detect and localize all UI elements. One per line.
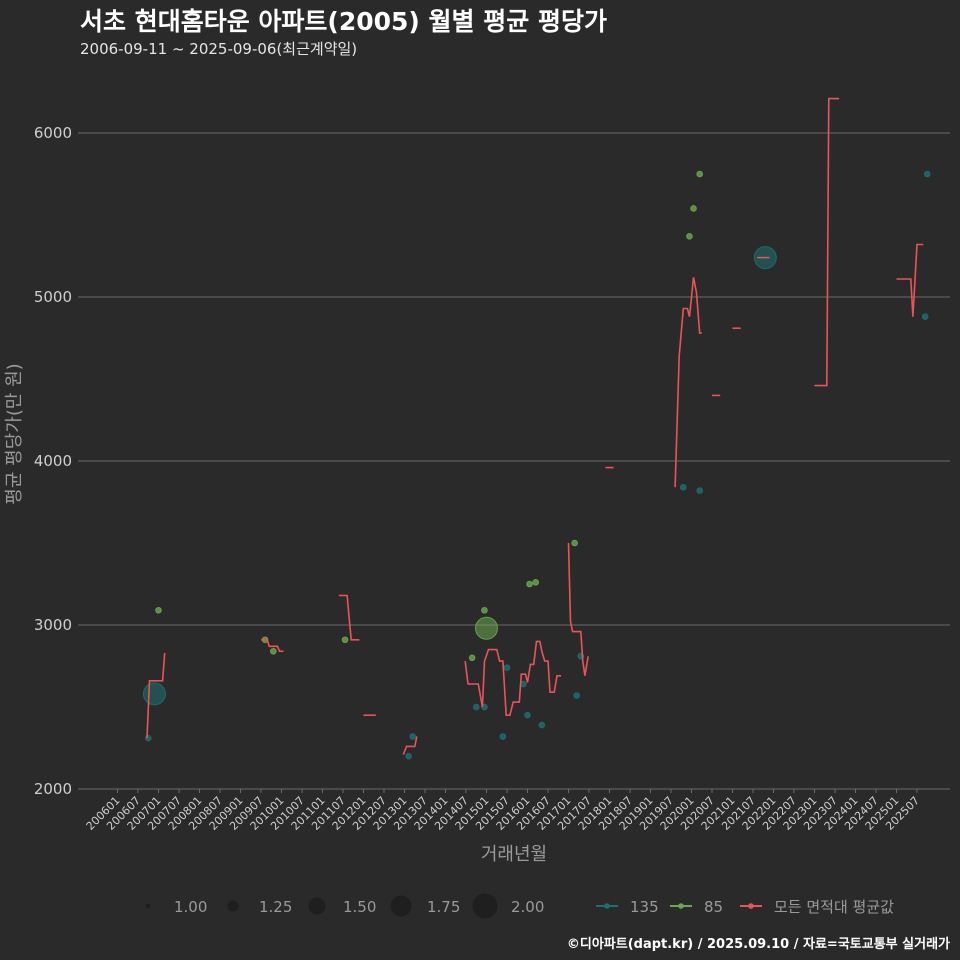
size-legend-label: 1.25 [259,898,292,916]
size-legend-circle [227,900,239,912]
chart-subtitle: 2006-09-11 ~ 2025-09-06(최근계약일) [80,40,358,58]
size-legend-circle [390,895,412,917]
x-axis-title: 거래년월 [481,844,547,865]
color-legend-label: 135 [630,898,659,916]
data-point-85 [481,606,488,614]
color-legend-dot [748,903,754,909]
data-point-135 [503,664,511,671]
data-point-85 [571,539,578,547]
data-point-135 [680,483,687,491]
data-point-135 [921,313,929,320]
data-point-85 [532,579,540,586]
color-legend-label: 모든 면적대 평균값 [774,898,894,916]
data-point-85 [686,233,693,240]
y-tick-label: 5000 [34,288,72,306]
y-tick-label: 4000 [34,452,72,470]
size-legend-label: 1.75 [427,898,460,916]
y-tick-label: 2000 [34,780,72,798]
data-point-135 [524,711,531,719]
size-legend-label: 2.00 [511,898,544,916]
data-point-135 [405,752,412,760]
average-line-segment [146,652,166,739]
data-point-85 [155,606,162,614]
chart-title: 서초 현대홈타운 아파트(2005) 월별 평균 평당가 [80,7,607,36]
size-legend-label: 1.00 [174,898,207,916]
average-line-segment [464,640,562,716]
average-line-segment [338,594,360,641]
plot-panel [78,80,950,789]
data-point-85 [696,170,704,178]
data-point-135 [142,682,166,706]
data-point-135 [696,487,704,494]
data-point-85 [475,616,498,640]
average-line-segment [261,639,284,652]
data-point-135 [499,733,507,740]
data-point-85 [526,580,533,588]
source-caption: ©디아파트(dapt.kr) / 2025.09.10 / 자료=국토교통부 실… [566,937,950,952]
y-axis-title: 평균 평당가(만 원) [4,363,25,504]
y-tick-label: 6000 [34,124,72,142]
color-legend-dot [604,903,610,909]
data-point-85 [270,647,277,655]
average-line-segment [814,97,840,387]
data-point-85 [341,636,349,644]
average-line-segment [896,243,924,317]
data-point-135 [573,692,581,699]
color-legend-label: 85 [704,898,723,916]
average-line-segment [402,736,418,755]
size-legend-circle [145,903,151,909]
y-tick-label: 3000 [34,616,72,634]
data-point-85 [690,205,697,212]
size-legend-circle [308,897,326,915]
size-legend-label: 1.50 [343,898,376,916]
average-line-segment [674,277,702,488]
data-point-135 [923,170,931,178]
data-point-135 [409,733,417,740]
average-line-segment [567,542,589,676]
size-legend-circle [472,893,498,919]
color-legend-dot [678,903,684,909]
data-point-85 [468,654,476,662]
data-point-135 [472,703,480,711]
data-point-135 [538,721,546,729]
